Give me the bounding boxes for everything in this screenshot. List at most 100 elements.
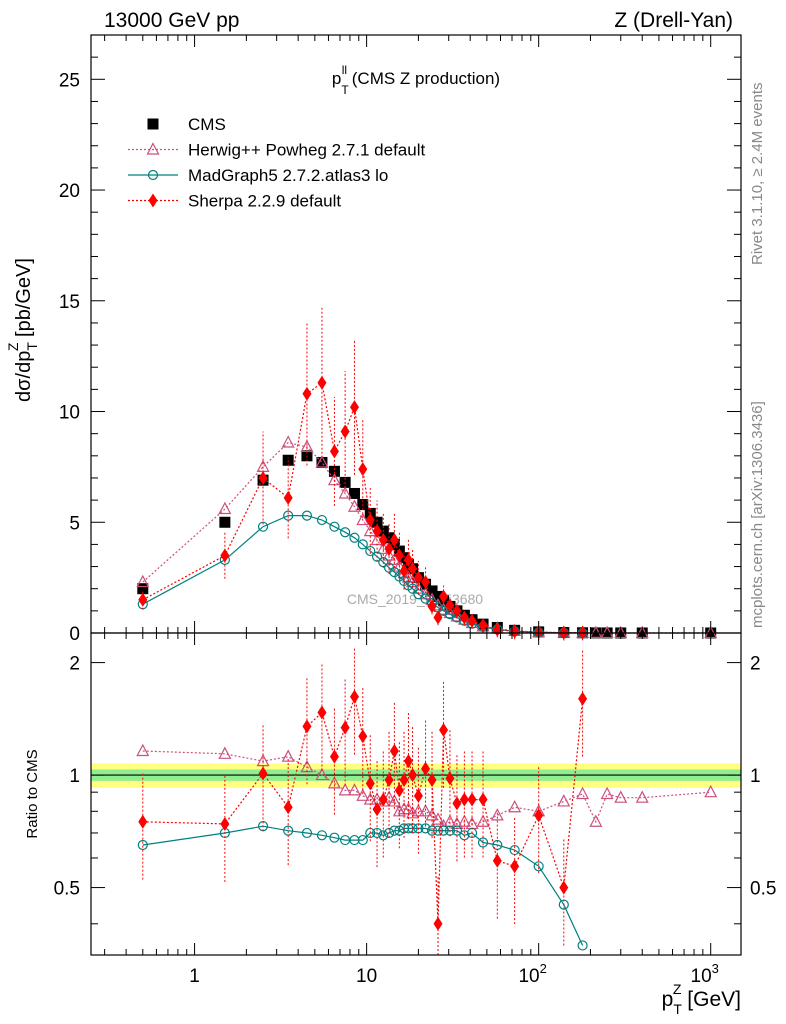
legend-item: Herwig++ Powheg 2.7.1 default [128,141,425,160]
ratio-point [492,853,502,868]
main-point [403,552,413,567]
main-point [138,592,148,607]
main-point [316,456,328,468]
ratio-point [457,814,471,827]
ratio-frame [90,632,742,956]
main-point [258,470,268,485]
legend-label: CMS [188,115,226,134]
ratio-point [476,814,490,827]
main-title: pTll (CMS Z production) [332,63,500,97]
main-point [426,585,438,597]
legend-label: Sherpa 2.2.9 default [188,192,341,211]
ratio-point [136,743,150,757]
main-point [398,552,410,564]
x-axis-label: pTZ [GeV] [662,981,741,1017]
main-point [427,599,437,614]
legend: CMS Herwig++ Powheg 2.7.1 default MadGraph… [128,115,425,211]
main-point [394,548,404,563]
ratio-point [137,839,148,851]
main-point [365,513,375,528]
ratio-point [477,837,489,848]
main-point [452,603,462,618]
ratio-point [347,783,361,796]
main-point [432,590,444,602]
ratio-point [258,766,268,781]
main-point [301,510,313,521]
ratio-point [452,796,462,811]
ratio-point [490,808,504,821]
main-point [347,499,361,512]
ratio-point [340,720,350,735]
main-point [340,424,350,439]
y-tick-label: 10 [59,403,80,424]
ratio-point [438,825,449,836]
ratio-point [384,773,394,788]
ratio-point [399,773,409,788]
ratio-point [577,940,588,951]
ratio-point [389,743,399,758]
main-point [300,439,314,453]
ratio-point [614,790,628,803]
main-point [421,575,431,590]
ratio-point [317,705,327,720]
main-y-axis-label: dσ/dpTZ [pb/GeV] [5,258,40,402]
main-point [372,524,382,539]
header-energy: 13000 GeV pp [104,9,239,32]
ratio-point [349,689,359,704]
ratio-series-0 [136,743,718,832]
ratio-y-tick-label-right: 2 [750,654,761,675]
main-point [137,583,149,595]
main-point [399,563,409,578]
ratio-series-line-1 [142,825,584,946]
main-point [281,435,295,448]
main-point [340,527,351,538]
main-point [283,510,294,521]
ratio-point [425,808,439,821]
ratio-point [432,825,444,836]
main-point [387,552,401,566]
ratio-series-line-0 [142,750,711,828]
ratio-point [382,790,396,803]
main-point [315,455,329,468]
main-point [219,516,231,528]
y-tick-label: 25 [59,70,80,91]
ratio-point [408,768,418,783]
ratio-point [439,723,449,738]
x-tick-label: 10 [356,966,377,987]
ratio-point [301,827,313,839]
main-series-line-2 [142,515,583,634]
ratio-point [329,832,340,843]
ratio-point [406,806,420,819]
ratio-panel: 0.5 0.5 1 1 2 2 1 10 102 103 Ratio to CMS pTZ [G… [24,632,776,1017]
main-point [389,532,399,547]
main-point [283,490,293,505]
legend-marker [147,169,159,181]
main-point [363,523,377,537]
main-point [220,548,230,563]
ratio-point [508,799,522,813]
main-point [349,400,359,415]
legend-marker [146,142,160,155]
y-tick-label: 0 [69,624,80,645]
ratio-point [704,784,718,798]
main-point [316,514,328,526]
ratio-point [316,830,328,841]
ratio-point [283,825,294,836]
main-point [589,625,603,639]
main-point [218,501,232,515]
main-series-0 [137,450,717,639]
y-tick-label: 5 [69,513,80,534]
ratio-point [559,880,569,895]
ratio-point [329,749,339,764]
ratio-series-line-2 [142,696,584,924]
ratio-point [589,814,603,827]
main-point [358,462,368,477]
main-point [338,486,352,499]
ratio-point [394,783,404,798]
ratio-point [413,788,423,803]
ratio-series-2 [138,648,588,955]
ratio-point [283,800,293,815]
main-point [136,574,150,588]
